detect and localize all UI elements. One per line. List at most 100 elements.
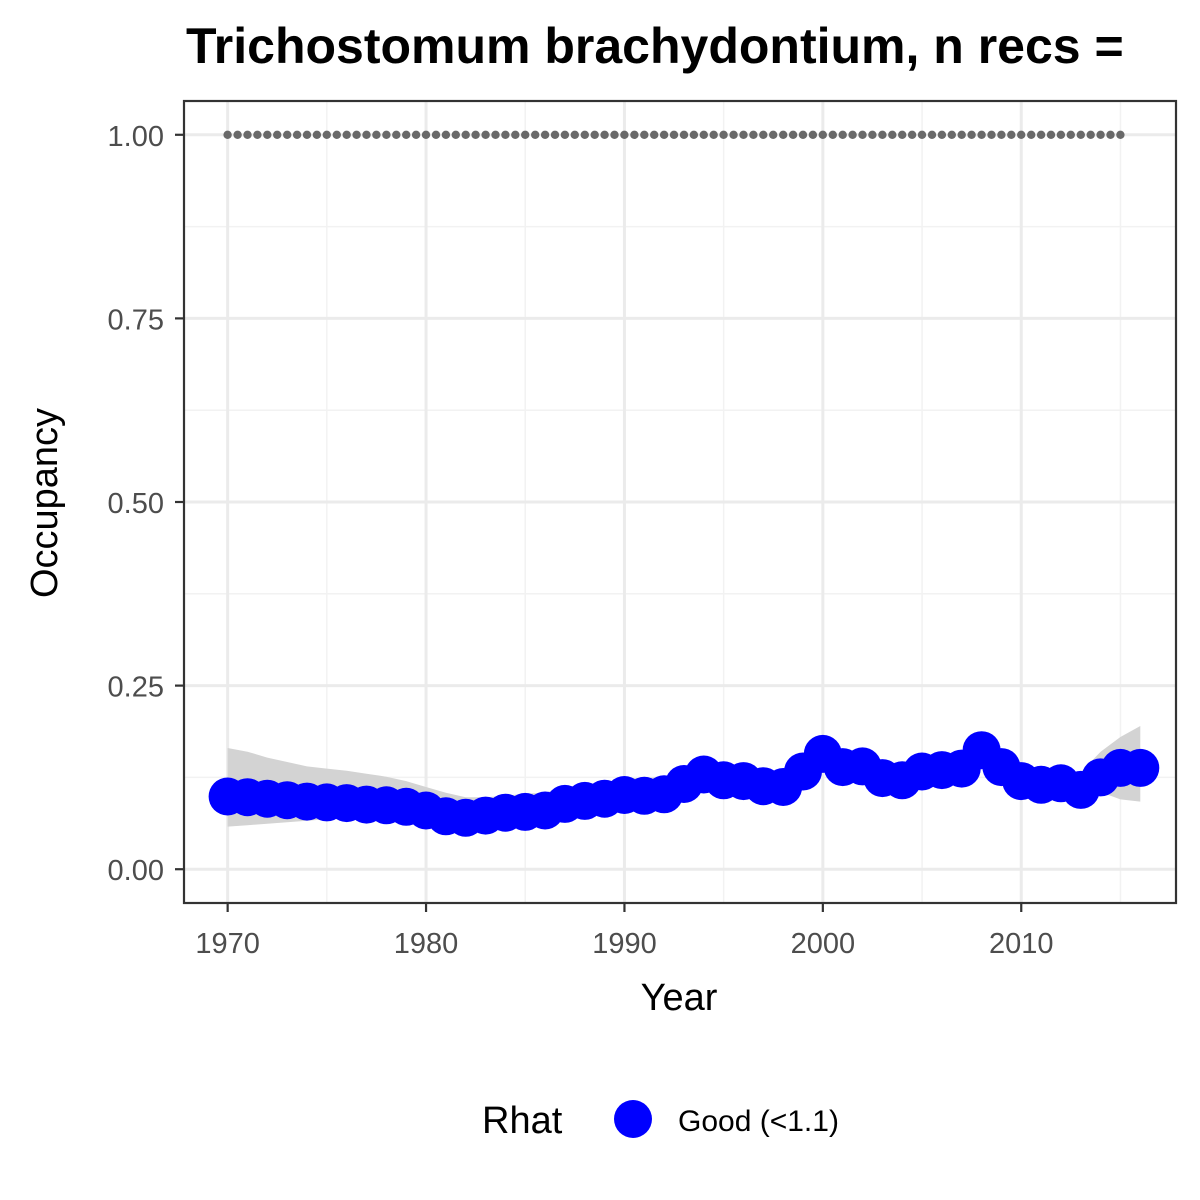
reference-dot (739, 130, 748, 139)
reference-dot (411, 130, 421, 139)
reference-dot (917, 130, 927, 139)
reference-dot (332, 130, 341, 139)
reference-dot (501, 130, 510, 139)
reference-dot (947, 130, 956, 139)
reference-dot (1056, 130, 1066, 139)
reference-dot (759, 130, 768, 139)
data-points (208, 731, 1160, 837)
reference-dot (531, 130, 540, 139)
reference-dot (640, 130, 649, 139)
reference-dot (223, 130, 232, 139)
reference-dot (937, 130, 947, 139)
reference-dot (471, 130, 480, 139)
reference-dot (491, 130, 500, 139)
reference-dot (1066, 130, 1076, 139)
reference-dot (511, 130, 520, 139)
reference-dot (1076, 130, 1086, 139)
reference-dot (977, 130, 986, 139)
y-tick-label: 0.25 (108, 672, 164, 704)
reference-dot (372, 130, 381, 139)
y-axis: 0.00 0.25 0.50 0.75 1.00 (108, 121, 184, 887)
x-axis: 1970 1980 1990 2000 2010 (195, 903, 1054, 960)
reference-dot (1046, 130, 1056, 139)
x-tick-label: 2010 (989, 928, 1054, 960)
reference-dot (818, 130, 827, 139)
reference-dot (243, 130, 252, 139)
reference-dot (878, 130, 887, 139)
y-tick-label: 0.75 (108, 304, 164, 336)
chart-title: Trichostomum brachydontium, n recs = (186, 18, 1124, 74)
reference-dot (580, 130, 589, 139)
reference-dot (967, 130, 976, 139)
reference-dot (273, 130, 282, 139)
reference-dot (630, 130, 639, 139)
reference-dot (858, 130, 867, 139)
reference-dot (987, 130, 996, 139)
reference-dot (1017, 130, 1026, 139)
reference-dot (828, 130, 837, 139)
reference-dot (292, 130, 302, 139)
reference-dot (779, 130, 788, 139)
reference-dot (1106, 130, 1115, 139)
reference-dot (957, 130, 966, 139)
reference-dot (659, 130, 669, 139)
reference-dot (620, 130, 629, 139)
reference-dot (312, 130, 322, 139)
x-tick-label: 2000 (791, 928, 856, 960)
reference-dot (888, 130, 897, 139)
reference-dot (540, 130, 550, 139)
legend-label: Good (<1.1) (678, 1105, 839, 1138)
reference-dot (392, 130, 401, 139)
reference-dot (550, 130, 560, 139)
reference-dot (788, 130, 798, 139)
y-tick-label: 1.00 (108, 121, 164, 153)
y-axis-title: Occupancy (24, 408, 66, 598)
reference-dot (798, 130, 808, 139)
reference-dot (600, 130, 609, 139)
reference-dot (1036, 130, 1046, 139)
reference-dot (402, 130, 411, 139)
reference-dot (669, 130, 679, 139)
reference-dot (481, 130, 490, 139)
reference-dot (451, 130, 460, 139)
reference-dot (283, 130, 292, 139)
reference-dot (907, 130, 917, 139)
reference-dot (570, 130, 579, 139)
reference-dot (719, 130, 728, 139)
reference-dot (441, 130, 451, 139)
reference-dot (1007, 130, 1016, 139)
reference-dot (1086, 130, 1095, 139)
reference-line-dotted (223, 130, 1125, 139)
reference-dot (868, 130, 877, 139)
x-axis-title: Year (641, 977, 718, 1019)
reference-dot (927, 130, 937, 139)
legend-title: Rhat (482, 1100, 563, 1142)
reference-dot (848, 130, 857, 139)
reference-dot (1116, 130, 1125, 139)
reference-dot (610, 130, 619, 139)
reference-dot (560, 130, 570, 139)
reference-dot (729, 130, 738, 139)
reference-dot (461, 130, 470, 139)
x-tick-label: 1970 (195, 928, 260, 960)
reference-dot (342, 130, 351, 139)
data-point (1121, 748, 1160, 787)
x-tick-label: 1980 (394, 928, 459, 960)
reference-dot (263, 130, 272, 139)
reference-dot (898, 130, 907, 139)
reference-dot (1096, 130, 1105, 139)
reference-dot (838, 130, 847, 139)
x-tick-label: 1990 (592, 928, 657, 960)
reference-dot (808, 130, 818, 139)
reference-dot (352, 130, 361, 139)
reference-dot (590, 130, 599, 139)
reference-dot (769, 130, 778, 139)
reference-dot (233, 130, 242, 139)
reference-dot (322, 130, 331, 139)
reference-dot (362, 130, 371, 139)
y-tick-label: 0.50 (108, 488, 164, 520)
reference-dot (382, 130, 391, 139)
reference-dot (521, 130, 530, 139)
